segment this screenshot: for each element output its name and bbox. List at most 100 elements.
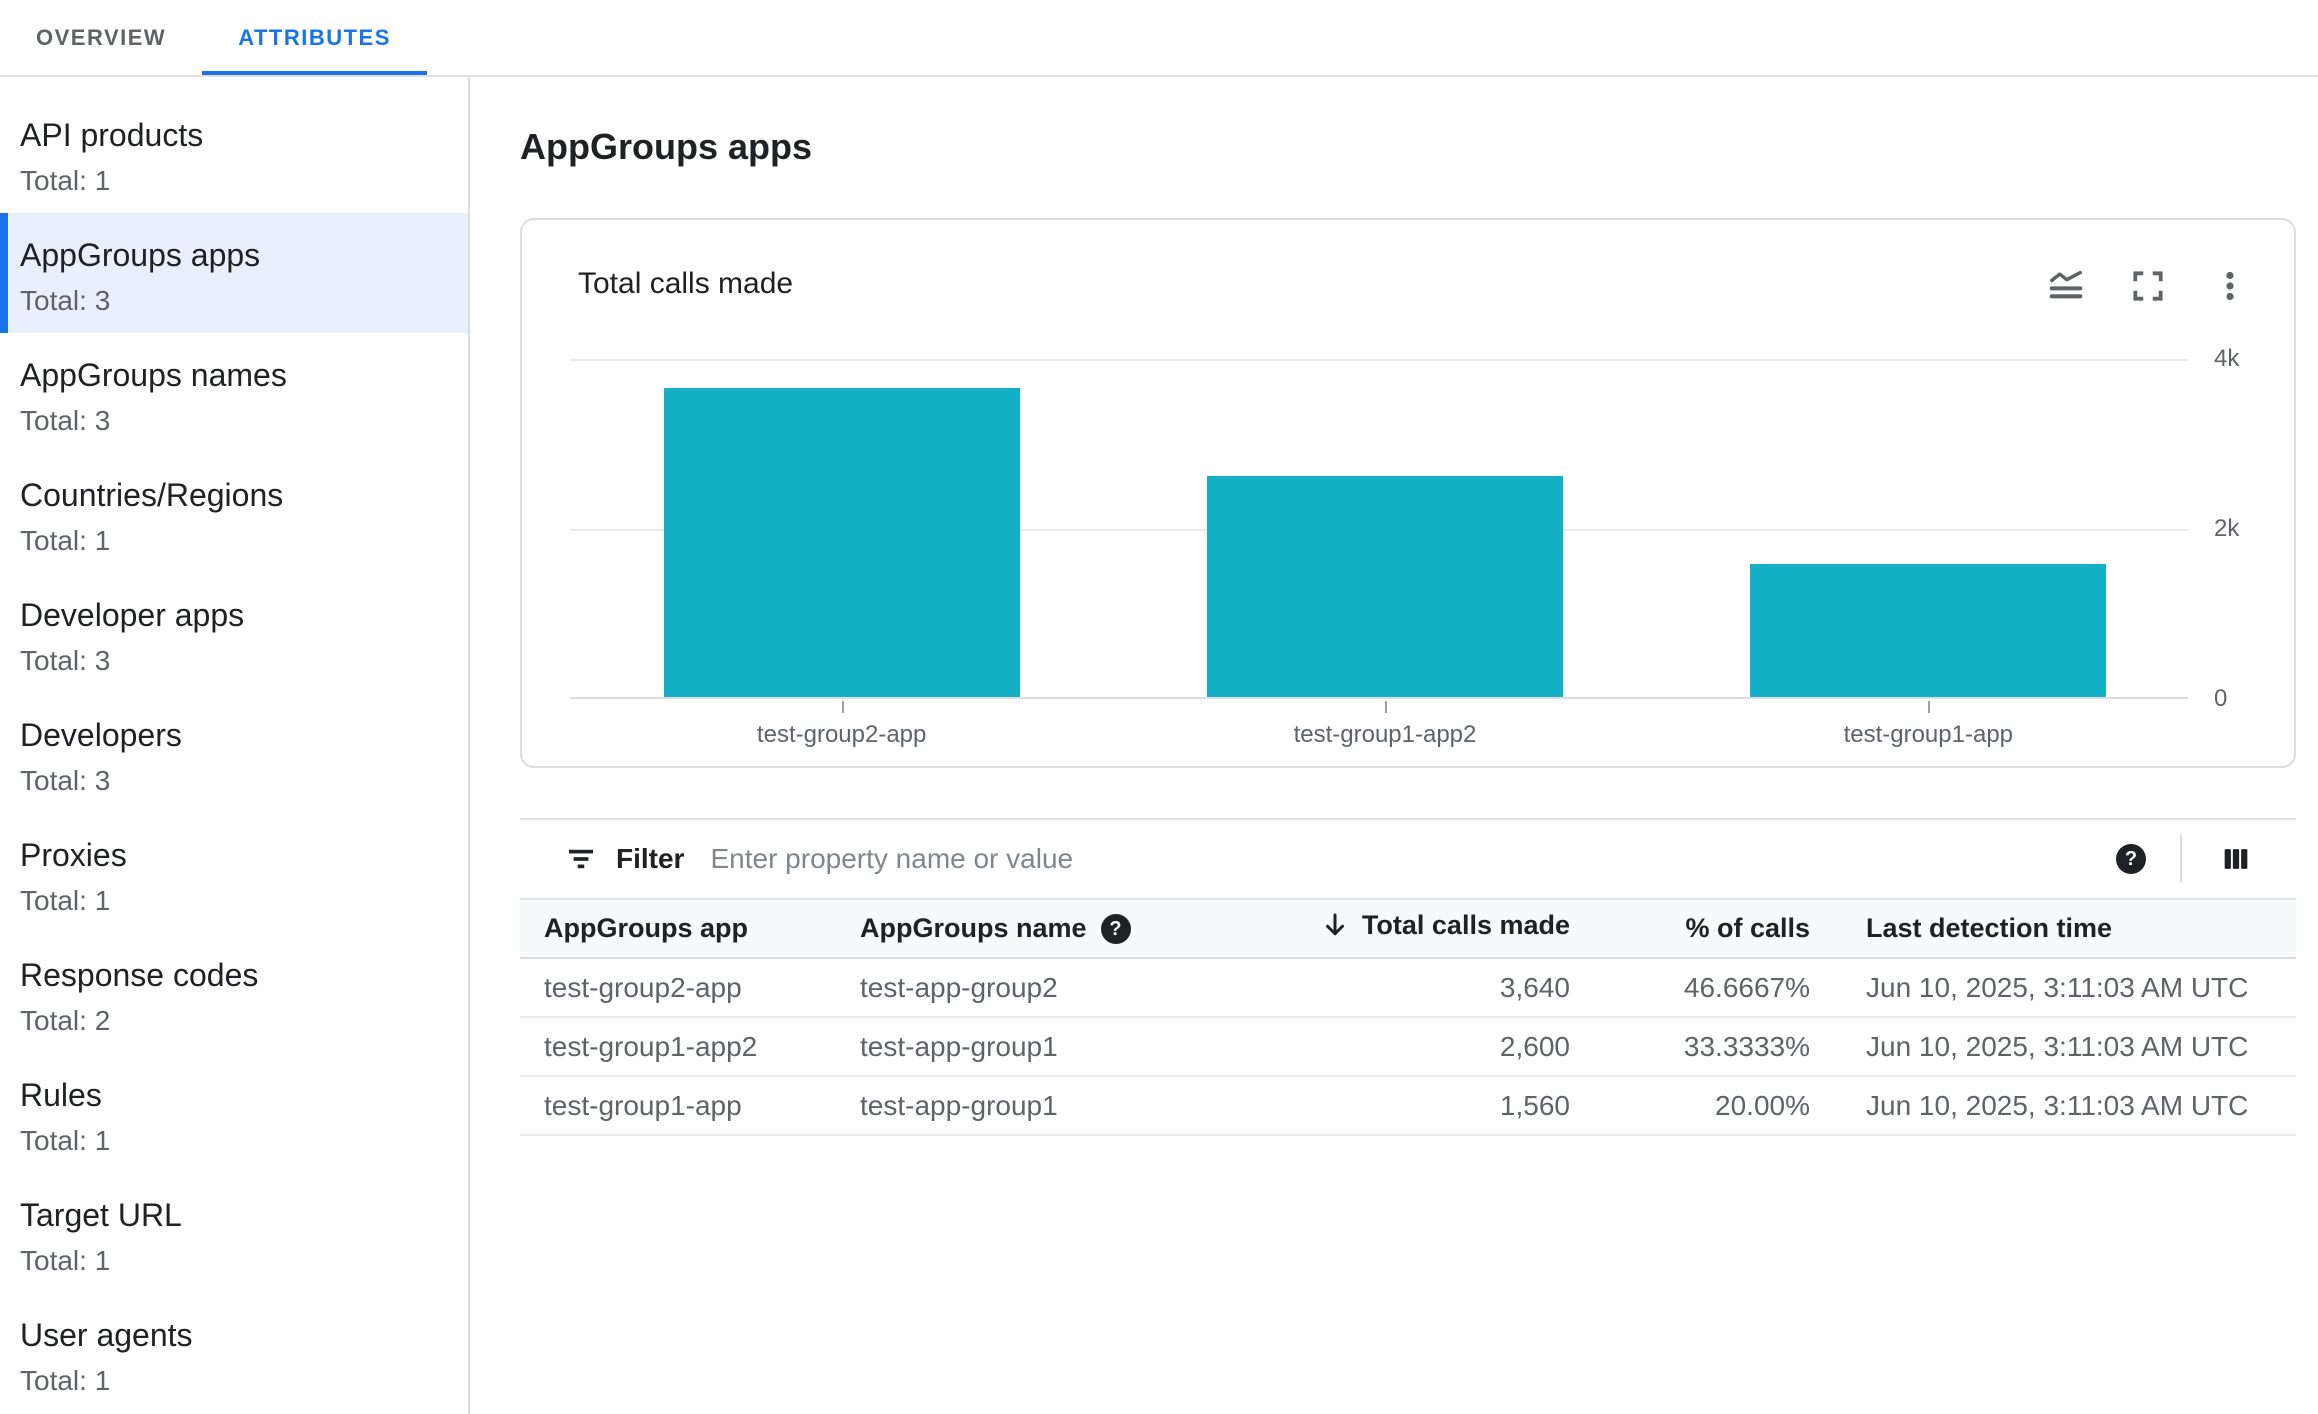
table-row[interactable]: test-group2-app test-app-group2 3,640 46… <box>520 958 2296 1018</box>
sidebar-item-response-codes[interactable]: Response codes Total: 2 <box>0 933 468 1053</box>
x-tick <box>1384 701 1387 713</box>
sidebar-item-label: Rules <box>20 1077 102 1113</box>
chart-menu-button[interactable] <box>2210 266 2250 306</box>
sort-desc-icon <box>1320 910 1350 940</box>
column-header-label: AppGroups app <box>544 913 748 943</box>
tab-attributes-label: ATTRIBUTES <box>238 24 391 50</box>
sidebar-item-total: Total: 3 <box>20 645 111 676</box>
fullscreen-button[interactable] <box>2128 266 2168 306</box>
x-tick <box>1928 701 1931 713</box>
cell-appgroups-name: test-app-group2 <box>860 958 1230 1018</box>
filter-list-icon <box>564 842 598 876</box>
cell-appgroups-app: test-group2-app <box>520 958 860 1018</box>
divider <box>2180 835 2182 883</box>
tab-bar: OVERVIEW ATTRIBUTES <box>0 0 2318 77</box>
bar-test-group2-app[interactable] <box>663 387 1020 697</box>
sidebar-item-label: AppGroups names <box>20 357 287 393</box>
fullscreen-icon <box>2129 267 2167 305</box>
y-tick-label: 4k <box>2214 345 2240 372</box>
x-tick-label: test-group1-app2 <box>1293 721 1477 748</box>
sidebar-item-total: Total: 1 <box>20 1125 111 1156</box>
gridline-4k <box>570 359 2188 361</box>
sidebar-item-label: Target URL <box>20 1197 182 1233</box>
sidebar-item-rules[interactable]: Rules Total: 1 <box>0 1053 468 1173</box>
x-axis-line <box>570 697 2188 699</box>
chart-title: Total calls made <box>578 267 794 300</box>
cell-last-detection: Jun 10, 2025, 3:11:03 AM UTC <box>1810 958 2296 1018</box>
sidebar-item-total: Total: 3 <box>20 285 111 316</box>
sidebar-item-proxies[interactable]: Proxies Total: 1 <box>0 813 468 933</box>
sidebar-item-total: Total: 1 <box>20 885 111 916</box>
tab-overview-label: OVERVIEW <box>36 24 167 50</box>
cell-last-detection: Jun 10, 2025, 3:11:03 AM UTC <box>1810 1017 2296 1077</box>
attributes-sidebar: API products Total: 1 AppGroups apps Tot… <box>0 77 470 1414</box>
filter-bar: Filter ? <box>520 820 2296 900</box>
sidebar-item-user-agents[interactable]: User agents Total: 1 <box>0 1293 468 1413</box>
cell-pct-calls: 46.6667% <box>1570 958 1810 1018</box>
appgroups-name-help-icon[interactable]: ? <box>1100 914 1131 945</box>
sidebar-item-total: Total: 3 <box>20 405 111 436</box>
sidebar-item-label: Developer apps <box>20 597 245 633</box>
cell-appgroups-name: test-app-group1 <box>860 1017 1230 1077</box>
sidebar-item-total: Total: 1 <box>20 1245 111 1276</box>
chart-type-button[interactable] <box>2046 266 2086 306</box>
more-vert-icon <box>2212 268 2248 304</box>
filter-help-icon[interactable]: ? <box>2116 844 2146 874</box>
y-tick-label: 0 <box>2214 685 2228 712</box>
sidebar-item-total: Total: 2 <box>20 1005 111 1036</box>
column-header-pct-calls[interactable]: % of calls <box>1570 900 1810 959</box>
column-header-label: AppGroups name <box>860 912 1087 943</box>
cell-last-detection: Jun 10, 2025, 3:11:03 AM UTC <box>1810 1076 2296 1136</box>
tab-overview[interactable]: OVERVIEW <box>0 0 202 75</box>
x-tick-label: test-group1-app <box>1843 721 2014 748</box>
sidebar-item-countries-regions[interactable]: Countries/Regions Total: 1 <box>0 453 468 573</box>
table-header-row: AppGroups app AppGroups name? <box>520 900 2296 959</box>
tab-attributes[interactable]: ATTRIBUTES <box>202 0 427 75</box>
column-settings-button[interactable] <box>2216 839 2256 879</box>
sidebar-item-total: Total: 1 <box>20 525 111 556</box>
page-title: AppGroups apps <box>520 126 813 167</box>
sidebar-item-label: Proxies <box>20 837 127 873</box>
x-tick <box>841 701 844 713</box>
x-tick-label: test-group2-app <box>756 721 927 748</box>
appgroups-table: AppGroups app AppGroups name? <box>520 900 2296 1136</box>
column-header-last-detection[interactable]: Last detection time <box>1810 900 2296 959</box>
sidebar-item-label: API products <box>20 117 204 153</box>
sidebar-item-target-url[interactable]: Target URL Total: 1 <box>0 1173 468 1293</box>
column-header-label: % of calls <box>1685 913 1810 943</box>
sidebar-item-appgroups-apps[interactable]: AppGroups apps Total: 3 <box>0 213 468 333</box>
column-header-appgroups-app[interactable]: AppGroups app <box>520 900 860 959</box>
columns-icon <box>2219 842 2253 876</box>
table-row[interactable]: test-group1-app test-app-group1 1,560 20… <box>520 1076 2296 1136</box>
y-tick-label: 2k <box>2214 515 2240 542</box>
cell-appgroups-app: test-group1-app <box>520 1076 860 1136</box>
bar-test-group1-app[interactable] <box>1750 564 2107 697</box>
bar-test-group1-app2[interactable] <box>1207 476 1563 697</box>
sidebar-item-total: Total: 1 <box>20 1365 111 1396</box>
cell-appgroups-app: test-group1-app2 <box>520 1017 860 1077</box>
column-header-total-calls[interactable]: Total calls made <box>1230 900 1570 959</box>
sidebar-item-total: Total: 1 <box>20 165 111 196</box>
filter-label: Filter <box>616 843 685 874</box>
chart-card: Total calls made <box>520 218 2296 768</box>
sidebar-item-api-products[interactable]: API products Total: 1 <box>0 93 468 213</box>
sidebar-item-label: Response codes <box>20 957 259 993</box>
sidebar-item-developers[interactable]: Developers Total: 3 <box>0 693 468 813</box>
attribute-table-section: Filter ? <box>520 818 2296 1136</box>
sidebar-item-total: Total: 3 <box>20 765 111 796</box>
sidebar-item-appgroups-names[interactable]: AppGroups names Total: 3 <box>0 333 468 453</box>
filter-input[interactable] <box>710 843 2116 875</box>
sidebar-item-developer-apps[interactable]: Developer apps Total: 3 <box>0 573 468 693</box>
sidebar-item-label: AppGroups apps <box>20 237 261 273</box>
bar-chart: 4k 2k 0 test-group2-app test-group1-app2… <box>570 345 2239 748</box>
column-header-appgroups-name[interactable]: AppGroups name? <box>860 900 1230 959</box>
area-chart-icon <box>2047 267 2085 305</box>
cell-appgroups-name: test-app-group1 <box>860 1076 1230 1136</box>
sidebar-item-label: User agents <box>20 1317 193 1353</box>
sidebar-item-label: Developers <box>20 717 182 753</box>
main-content: AppGroups apps Total calls made <box>470 77 2318 1414</box>
column-header-label: Total calls made <box>1361 909 1570 940</box>
cell-total-calls: 2,600 <box>1230 1017 1570 1077</box>
table-row[interactable]: test-group1-app2 test-app-group1 2,600 3… <box>520 1017 2296 1077</box>
